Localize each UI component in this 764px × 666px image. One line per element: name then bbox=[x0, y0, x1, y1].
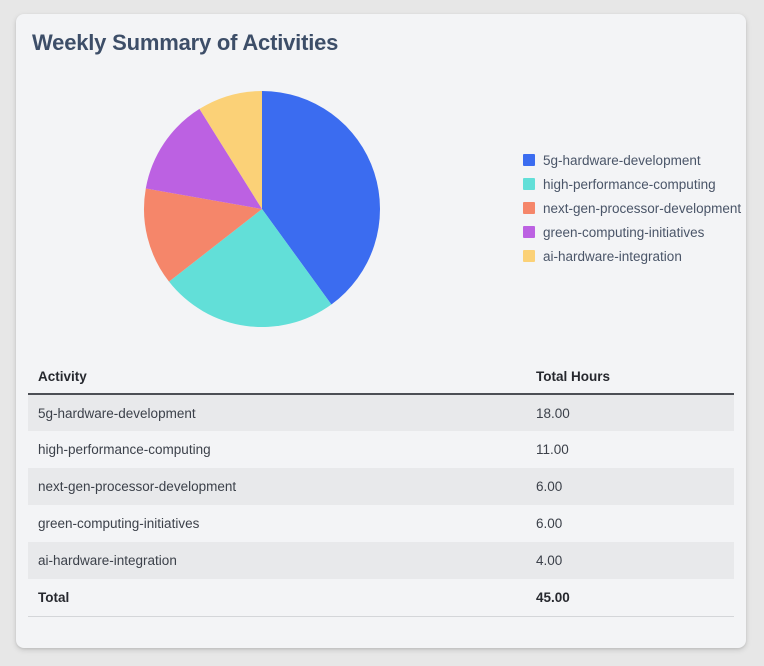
table-header-row: Activity Total Hours bbox=[28, 360, 734, 395]
activity-table: Activity Total Hours 5g-hardware-develop… bbox=[28, 360, 734, 617]
table-row: ai-hardware-integration 4.00 bbox=[28, 542, 734, 579]
column-header-activity: Activity bbox=[28, 360, 526, 395]
legend-swatch-icon bbox=[523, 202, 535, 214]
activity-cell: 5g-hardware-development bbox=[28, 394, 526, 431]
pie-slice-green-computing-initiatives[interactable] bbox=[145, 108, 262, 209]
pie-slice-5g-hardware-development[interactable] bbox=[262, 91, 380, 305]
column-header-total-hours: Total Hours bbox=[526, 360, 734, 395]
legend-label: ai-hardware-integration bbox=[543, 248, 682, 264]
table-row: high-performance-computing 11.00 bbox=[28, 431, 734, 468]
legend-label: high-performance-computing bbox=[543, 176, 716, 192]
activity-cell: next-gen-processor-development bbox=[28, 468, 526, 505]
hours-cell: 18.00 bbox=[526, 394, 734, 431]
legend-item-next-gen-processor-development[interactable]: next-gen-processor-development bbox=[523, 196, 741, 220]
hours-cell: 6.00 bbox=[526, 468, 734, 505]
legend-swatch-icon bbox=[523, 178, 535, 190]
total-label-cell: Total bbox=[28, 579, 526, 617]
activity-cell: ai-hardware-integration bbox=[28, 542, 526, 579]
page-title: Weekly Summary of Activities bbox=[32, 30, 339, 55]
legend-label: green-computing-initiatives bbox=[543, 224, 705, 240]
pie-chart-container bbox=[143, 90, 381, 328]
chart-area: 5g-hardware-development high-performance… bbox=[28, 90, 741, 330]
legend-item-ai-hardware-integration[interactable]: ai-hardware-integration bbox=[523, 244, 741, 268]
table-row: next-gen-processor-development 6.00 bbox=[28, 468, 734, 505]
activity-cell: high-performance-computing bbox=[38, 442, 211, 457]
pie-slice-next-gen-processor-development[interactable] bbox=[143, 188, 262, 282]
summary-card: Weekly Summary of Activities 5g-hardware… bbox=[16, 14, 746, 648]
pie-slice-high-performance-computing[interactable] bbox=[169, 209, 332, 327]
legend-label: next-gen-processor-development bbox=[543, 200, 742, 216]
hours-cell: 4.00 bbox=[526, 542, 734, 579]
chart-legend: 5g-hardware-development high-performance… bbox=[523, 148, 741, 330]
legend-item-5g-hardware-development[interactable]: 5g-hardware-development bbox=[523, 148, 741, 172]
hours-cell: 6.00 bbox=[536, 516, 563, 531]
legend-item-green-computing-initiatives[interactable]: green-computing-initiatives bbox=[523, 220, 741, 244]
legend-swatch-icon bbox=[523, 250, 535, 262]
legend-swatch-icon bbox=[523, 154, 535, 166]
pie-chart bbox=[143, 91, 380, 327]
hours-cell: 11.00 bbox=[536, 442, 569, 457]
table-row: green-computing-initiatives 6.00 bbox=[28, 505, 734, 542]
legend-swatch-icon bbox=[523, 226, 535, 238]
total-value-cell: 45.00 bbox=[526, 579, 734, 617]
table-total-row: Total 45.00 bbox=[28, 579, 734, 617]
pie-slice-ai-hardware-integration[interactable] bbox=[199, 91, 262, 209]
activity-cell: green-computing-initiatives bbox=[38, 516, 200, 531]
legend-item-high-performance-computing[interactable]: high-performance-computing bbox=[523, 172, 741, 196]
legend-label: 5g-hardware-development bbox=[543, 152, 701, 168]
table-row: 5g-hardware-development 18.00 bbox=[28, 394, 734, 431]
